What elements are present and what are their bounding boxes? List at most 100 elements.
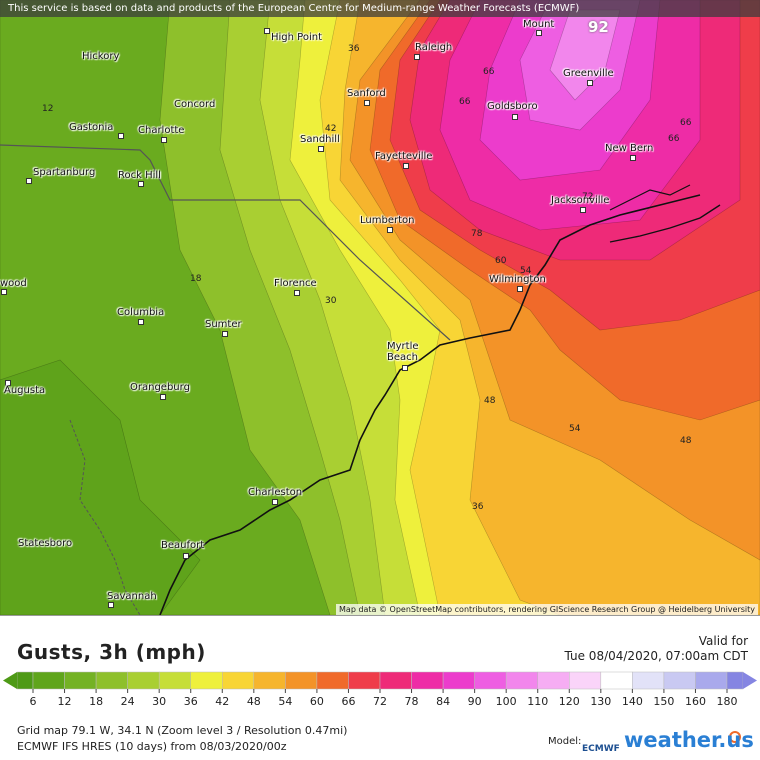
legend-tick-label: 6 — [30, 695, 37, 708]
city-dot — [517, 286, 523, 292]
city-label: Fayetteville — [375, 151, 433, 162]
city-label: Augusta — [4, 385, 46, 396]
legend-swatch — [726, 671, 744, 690]
outer-banks — [609, 204, 721, 243]
city-dot — [387, 227, 393, 233]
city-label: Greenville — [563, 68, 614, 79]
contour-label: 18 — [190, 274, 202, 284]
city-label: High Point — [271, 32, 322, 43]
legend-swatch — [442, 671, 475, 690]
city-label: wood — [0, 278, 27, 289]
city-label: Lumberton — [360, 215, 415, 226]
legend-tick-label: 18 — [89, 695, 103, 708]
city-label: Sanford — [347, 88, 386, 99]
legend-tick-label: 150 — [653, 695, 674, 708]
legend-swatch — [316, 671, 349, 690]
city-dot — [222, 331, 228, 337]
legend-swatch — [64, 671, 97, 690]
city-label: Goldsboro — [487, 101, 538, 112]
legend-swatch — [190, 671, 223, 690]
city-dot — [587, 80, 593, 86]
city-dot — [26, 178, 32, 184]
city-label: Jacksonville — [551, 195, 610, 206]
map: This service is based on data and produc… — [0, 0, 760, 615]
city-label: Hickory — [82, 51, 120, 62]
brand[interactable]: weather.us — [624, 728, 754, 752]
legend-swatch — [411, 671, 444, 690]
city-label: Sumter — [205, 319, 242, 330]
legend-swatch — [253, 671, 286, 690]
city-dot — [630, 155, 636, 161]
city-dot — [536, 30, 542, 36]
city-dot — [161, 137, 167, 143]
city-dot — [5, 380, 11, 386]
legend-tick-label: 90 — [468, 695, 482, 708]
valid-time: Tue 08/04/2020, 07:00am CDT — [564, 649, 749, 663]
legend-swatch — [537, 671, 570, 690]
city-dot — [580, 207, 586, 213]
city-label: Gastonia — [69, 122, 114, 133]
brand-icon — [729, 731, 741, 743]
legend-swatch — [569, 671, 602, 690]
contour-label: 78 — [471, 229, 483, 239]
city-label: Orangeburg — [130, 382, 190, 393]
legend-tick-label: 66 — [341, 695, 355, 708]
city-dot — [138, 181, 144, 187]
city-label: Savannah — [107, 591, 157, 602]
river-border — [69, 419, 141, 615]
legend-swatch — [600, 671, 633, 690]
legend-swatch — [379, 671, 412, 690]
city-dot — [402, 365, 408, 371]
city-dot — [512, 114, 518, 120]
city-dot — [183, 553, 189, 559]
legend-swatch — [285, 671, 318, 690]
city-label: Wilmington — [489, 274, 546, 285]
contour-label: 66 — [680, 118, 692, 128]
legend-tick-label: 54 — [278, 695, 292, 708]
city-label: Beaufort — [161, 540, 205, 551]
legend-tick-label: 60 — [310, 695, 324, 708]
contour-label: 30 — [325, 296, 337, 306]
city-dot — [118, 133, 124, 139]
legend-tick-label: 84 — [436, 695, 450, 708]
legend-tick-label: 36 — [184, 695, 198, 708]
valid-label: Valid for — [698, 634, 748, 648]
legend-tick-label: 72 — [373, 695, 387, 708]
legend-swatch — [127, 671, 160, 690]
city-label: Rock Hill — [118, 170, 161, 181]
attribution: Map data © OpenStreetMap contributors, r… — [336, 604, 758, 615]
coastline — [159, 194, 701, 615]
city-label: New Bern — [605, 143, 654, 154]
legend-arrow-left — [3, 672, 17, 689]
legend-tick-label: 130 — [590, 695, 611, 708]
city-dot — [138, 319, 144, 325]
grid-info: Grid map 79.1 W, 34.1 N (Zoom level 3 / … — [17, 724, 348, 737]
contour-label: 48 — [484, 396, 496, 406]
legend-tick-label: 48 — [247, 695, 261, 708]
legend-swatch — [505, 671, 538, 690]
legend-swatch — [474, 671, 507, 690]
city-label: Sandhill — [300, 134, 340, 145]
legend-title: Gusts, 3h (mph) — [17, 640, 206, 664]
legend-tick-label: 160 — [685, 695, 706, 708]
legend-tick-label: 140 — [622, 695, 643, 708]
contour-label: 72 — [582, 192, 594, 202]
sound-shore — [609, 184, 691, 211]
banner: This service is based on data and produc… — [0, 0, 760, 17]
legend-tick-label: 12 — [58, 695, 72, 708]
contour-label: 60 — [495, 256, 507, 266]
legend-swatch — [695, 671, 728, 690]
contour-label: 66 — [668, 134, 680, 144]
city-dot — [318, 146, 324, 152]
contour-label: 66 — [483, 67, 495, 77]
legend-tick-label: 24 — [121, 695, 135, 708]
legend-swatch — [348, 671, 381, 690]
city-label: Charlotte — [138, 125, 185, 136]
city-dot — [403, 163, 409, 169]
contour-label: 42 — [325, 124, 337, 134]
city-dot — [364, 100, 370, 106]
city-label: Myrtle Beach — [387, 341, 419, 363]
legend-tick-label: 100 — [496, 695, 517, 708]
legend-arrow-right — [743, 672, 757, 689]
